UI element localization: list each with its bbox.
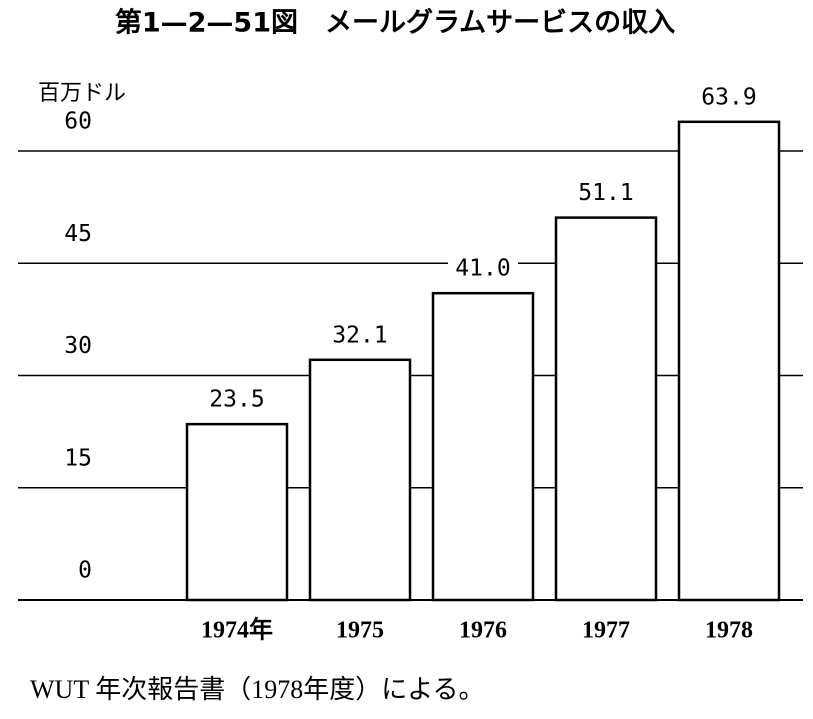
value-label: 63.9 (701, 84, 756, 110)
x-tick-label: 1977 (582, 618, 630, 644)
y-tick-label: 30 (64, 333, 92, 359)
x-tick-label: 1976 (459, 618, 507, 644)
value-label: 41.0 (455, 256, 510, 282)
label-backdrop (448, 255, 518, 284)
value-label: 23.5 (209, 387, 264, 413)
bar (308, 358, 412, 602)
x-tick-label: 1974年 (201, 616, 273, 644)
y-tick-label: 45 (64, 221, 92, 247)
chart-title: 第1—2—51図 メールグラムサービスの収入 (115, 7, 675, 39)
label-backdrop (694, 83, 764, 112)
bar (431, 291, 535, 602)
y-tick-label: 60 (64, 109, 92, 135)
y-tick-label: 0 (78, 558, 92, 584)
y-axis-unit: 百万ドル (38, 80, 126, 105)
bar (677, 120, 781, 602)
x-tick-label: 1975 (336, 618, 384, 644)
source-note: WUT 年次報告書（1978年度）による。 (30, 675, 484, 704)
bar (554, 216, 658, 602)
value-label: 51.1 (578, 180, 633, 206)
value-label: 32.1 (332, 322, 387, 348)
label-backdrop (325, 321, 395, 350)
label-backdrop (202, 386, 272, 415)
label-backdrop (571, 179, 641, 208)
x-tick-label: 1978 (705, 618, 753, 644)
y-tick-label: 15 (64, 445, 92, 471)
bar (185, 422, 289, 602)
